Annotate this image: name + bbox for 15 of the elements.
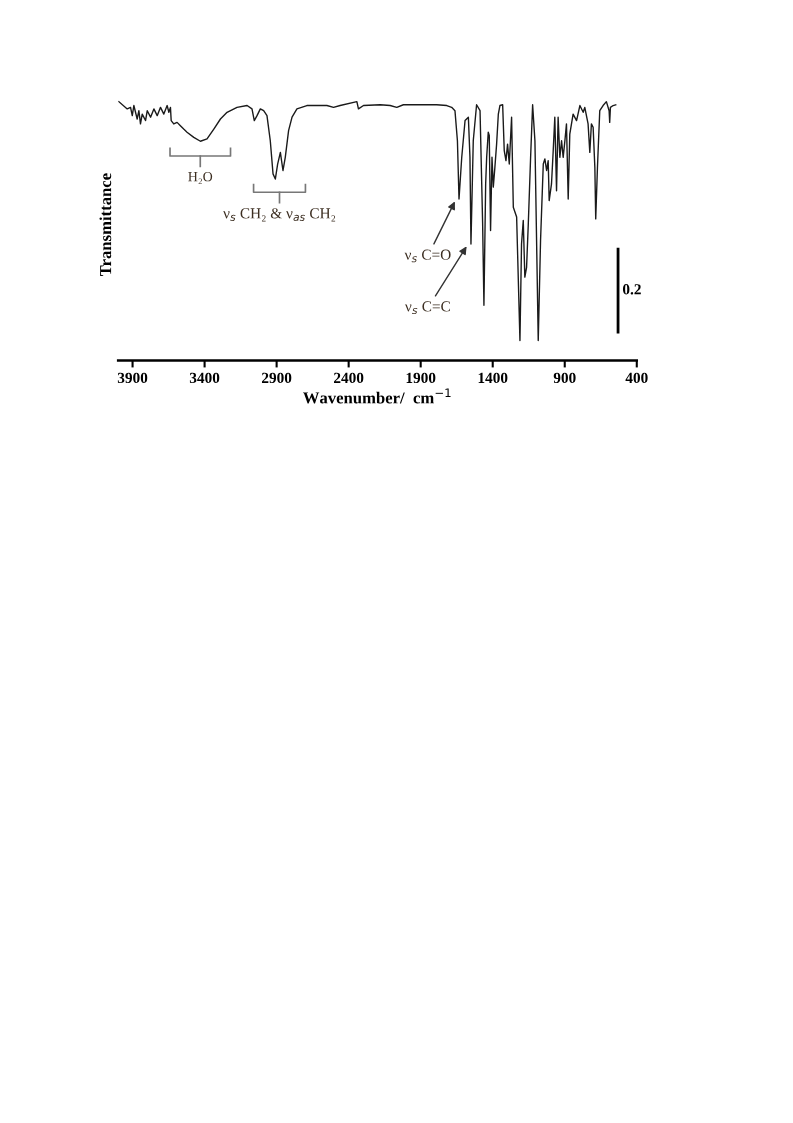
annotation: H₂O [188, 171, 213, 185]
annotation: ν$_{s}$ C=O [404, 249, 451, 263]
annotation: ν$_{s}$ CH₂ & ν$_{as}$ CH₂ [223, 208, 336, 222]
y-axis-title: Transmittance [99, 173, 112, 277]
x-tick-label: 2900 [261, 372, 292, 384]
x-tick-label: 400 [625, 372, 648, 384]
x-tick-label: 2400 [334, 372, 364, 384]
x-tick-label: 900 [553, 372, 576, 384]
x-tick-label: 1900 [406, 372, 436, 384]
annotation: 0.2 [622, 284, 641, 295]
x-tick-label: 3900 [117, 372, 148, 384]
x-tick-label: 3400 [189, 372, 220, 384]
annotation: ν$_{s}$ C=C [404, 301, 450, 315]
x-axis-title: Wavenumber/ cm$^{−1}$ [303, 388, 451, 404]
x-tick-label: 1400 [478, 372, 508, 384]
